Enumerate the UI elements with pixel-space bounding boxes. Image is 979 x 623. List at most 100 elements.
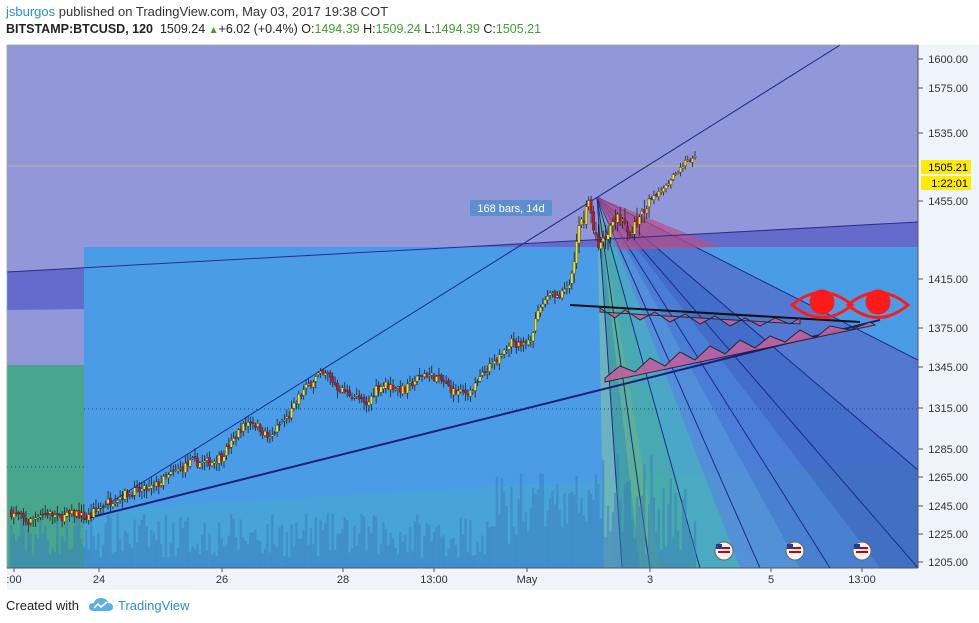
candle-body [647,198,651,208]
candle-body [679,167,682,173]
x-tick-label: 13:00 [420,574,448,586]
zigzag-upper [599,307,801,327]
candle-body [625,226,629,232]
volume-bar [188,552,192,568]
candle-body [377,384,380,391]
candle-body [642,209,646,213]
volume-bar [201,535,204,568]
candle-body [618,214,622,221]
candle-body [365,401,368,406]
candle-body [10,509,13,518]
volume-bar [527,531,530,568]
price-axis[interactable] [918,45,979,568]
volume-bar [384,529,388,568]
volume-bar [645,553,648,568]
volume-bar [486,521,489,568]
candle-body [396,386,400,389]
candle-body [229,440,233,448]
event-flag-icon[interactable] [714,541,734,561]
volume-bar [399,531,402,568]
candle-body [31,518,35,520]
candle-body [278,423,281,426]
candle-body [128,492,132,495]
volume-bar [464,518,467,568]
candle-body [398,386,402,393]
volume-bar [389,532,392,568]
candle-body [601,238,605,242]
time-axis[interactable] [7,568,979,590]
volume-bar [36,538,40,568]
candle-body [664,185,668,189]
candle-body [485,372,489,375]
event-flag-icon[interactable] [852,541,872,561]
volume-bar [604,536,607,568]
volume-bar [203,523,206,568]
candle-body [650,197,653,200]
candle-body [196,458,199,467]
tradingview-cloud-icon[interactable] [88,596,114,614]
volume-bar [408,526,412,568]
candle-body [382,386,385,390]
volume-bar [159,544,163,568]
candle-body [193,456,197,459]
volume-bar [413,521,417,568]
candle-body [621,219,624,221]
candle-body [205,458,209,461]
candle-body [150,485,153,489]
volume-bar [263,548,267,568]
publish-text: published on TradingView.com, May 03, 20… [55,4,389,19]
candle-body [580,218,583,225]
volume-bar [515,535,518,568]
volume-bar [232,519,235,568]
volume-bar [570,491,574,568]
candle-body [60,513,64,521]
candle-body [72,509,76,517]
candle-body [113,502,117,505]
candle-body [116,500,120,503]
volume-bar [432,532,436,568]
volume-bar [186,517,189,568]
candle-body [427,374,431,377]
volume-bar [681,499,685,568]
volume-bar [452,538,455,568]
candle-body [420,375,424,377]
volume-bar [659,549,663,568]
candle-body [560,290,564,299]
volume-bar [630,518,634,568]
candle-body [630,232,634,235]
volume-bar [662,488,665,568]
volume-bar [507,543,511,568]
volume-bar [517,499,520,568]
volume-bar [259,541,262,568]
volume-bar [372,515,375,568]
volume-bar [505,505,508,568]
tradingview-link[interactable]: TradingView [118,598,190,613]
volume-bar [406,552,409,568]
candle-body [459,389,463,393]
volume-bar [609,531,612,568]
candle-body [519,340,523,347]
countdown-label: 1:22:01 [931,178,968,190]
volume-bar [304,513,308,568]
candle-body [645,208,649,214]
close-label: C: [483,22,496,36]
price-chart[interactable]: 168 bars, 14d 1600.00 1575.00 1535.00 1455.… [0,42,979,592]
event-flag-icon[interactable] [785,541,805,561]
y-tick-label: 1265.00 [928,472,968,484]
volume-bar [295,522,298,568]
candle-body [80,512,83,516]
candle-body [401,385,405,395]
volume-bar [314,516,317,568]
candle-body [253,424,257,428]
volume-bar [430,541,433,568]
candle-body [565,287,569,289]
x-tick-label: 3 [647,574,653,586]
candle-body [176,468,180,472]
author-link[interactable]: jsburgos [6,4,56,19]
volume-bar [587,489,590,568]
volume-bar [575,476,578,568]
volume-bar [476,541,479,568]
candle-body [154,481,158,487]
candle-body [198,462,202,468]
last-price: 1509.24 [159,22,206,36]
